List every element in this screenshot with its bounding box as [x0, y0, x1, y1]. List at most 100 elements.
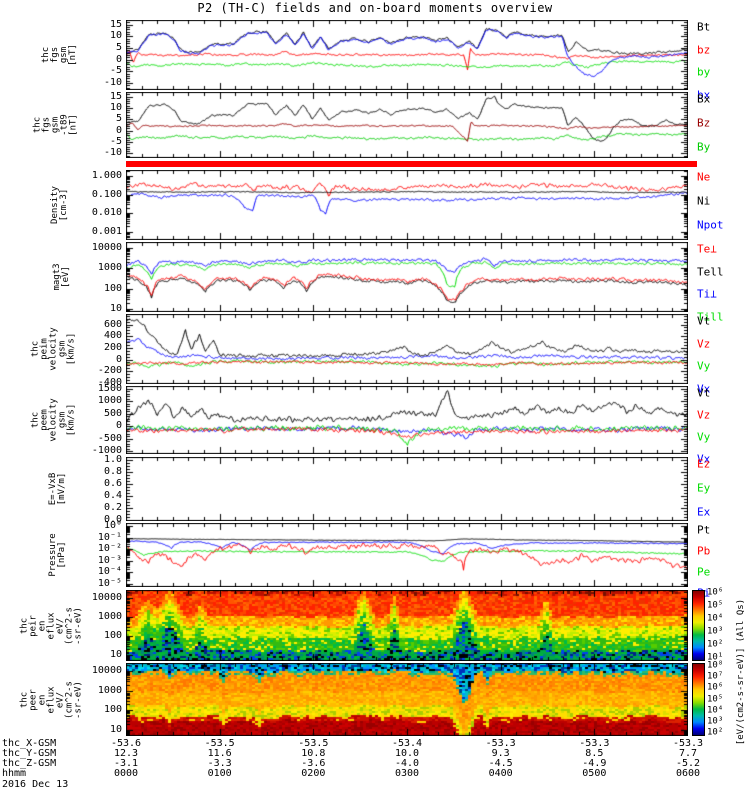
ytick-label: 0.100 [91, 188, 122, 200]
ytick-label: 5 [115, 113, 122, 125]
ytick-label: 5 [115, 42, 122, 53]
footer-value: 7.7 [678, 748, 698, 759]
ytick-label: 0 [115, 124, 122, 136]
ytick-label: 10000 [91, 591, 122, 603]
ytick-label: 10⁻² [97, 543, 122, 555]
panel-ylabel-density: Density [cm-3] [50, 186, 69, 224]
panel-density-canvas [126, 170, 688, 240]
colorbar-0 [692, 590, 705, 661]
panel-ylabel-peir-spectrogram: thc peir en eflux eV/(cm^2-s -sr-eV) [19, 606, 84, 645]
ytick-label: -200 [97, 365, 122, 377]
colorbar-tick: 10⁷ [707, 671, 724, 682]
legend-Till: Till [697, 310, 724, 323]
panel-ylabel-e-field: E=-VxB [mV/m] [48, 472, 67, 506]
colorbar-tick: 10⁴ [707, 705, 724, 716]
panel-fgs-gsm-canvas [126, 20, 688, 90]
ytick-label: 10000 [91, 664, 122, 676]
ytick-label: 500 [103, 407, 122, 419]
legend-Bt: Bt [697, 20, 711, 34]
ytick-label: 10000 [91, 242, 122, 254]
legend-Te: Te⊥ [697, 242, 717, 256]
colorbar-tick: 10⁵ [707, 694, 724, 704]
ytick-label: 0.001 [91, 225, 122, 237]
ytick-label: 1.0 [103, 453, 122, 465]
ytick-label: 0 [115, 53, 122, 65]
panel-ylabel-fgs-gsm-t89: thc fgs gsm -t89 [nT] [32, 114, 79, 136]
panel-fgs-gsm-t89-canvas [126, 92, 688, 158]
footer-value: -53.3 [485, 738, 516, 749]
colorbar-tick: 10³ [707, 626, 724, 637]
footer-value: -4.9 [582, 758, 607, 769]
legend-Npot: Npot [697, 218, 724, 232]
page-title: P2 (TH-C) fields and on-board moments ov… [197, 1, 553, 15]
footer-value: -53.6 [110, 738, 142, 749]
ytick-label: -5 [109, 65, 122, 77]
footer-row-label-0: thc_X-GSM [2, 738, 57, 749]
legend-Vy: Vy [697, 359, 711, 373]
ytick-label: 15 [109, 90, 122, 102]
colorbar-tick: 10⁶ [707, 587, 724, 598]
panel-ylabel-peem-velocity: thc peem velocity gsm [km/s] [30, 398, 77, 442]
panel-peir-spectrogram-canvas [126, 590, 688, 661]
footer-value: 0600 [675, 768, 701, 779]
panel-e-field-canvas [126, 457, 688, 521]
legend-By: By [697, 140, 711, 154]
legend-Vx: Vx [697, 452, 711, 466]
legend-Bz: Bz [697, 116, 711, 130]
footer-value: -3.3 [207, 758, 232, 769]
footer-value: 0400 [488, 768, 513, 779]
ytick-label: -10 [103, 147, 122, 159]
legend-Ey: Ey [697, 481, 711, 495]
colorbar-tick: 10¹ [707, 652, 724, 663]
legend-Pe: Pe [697, 565, 711, 579]
colorbar-tick: 10⁶ [707, 682, 724, 693]
footer-value: 8.5 [585, 748, 604, 759]
legend-bx: bx [697, 88, 711, 101]
footer-value: 0100 [207, 768, 232, 779]
footer-value: 10.0 [394, 748, 420, 759]
legend-Ex: Ex [697, 505, 711, 519]
footer-value: 0000 [113, 768, 139, 779]
ytick-label: -1000 [91, 445, 122, 457]
panel-peer-spectrogram-canvas [126, 663, 688, 736]
ytick-label: 0.2 [103, 501, 122, 513]
ytick-label: 0.8 [103, 465, 122, 477]
legend-Vt: Vt [697, 386, 711, 400]
ytick-label: 100 [103, 704, 122, 716]
ytick-label: 10 [109, 649, 122, 661]
ytick-label: 1500 [97, 382, 122, 394]
ytick-label: -500 [97, 432, 122, 444]
ytick-label: 10 [109, 302, 122, 314]
footer-row-label-1: thc_Y-GSM [2, 748, 57, 759]
panel-ylabel-magt3: magt3 [eV] [52, 263, 71, 291]
ytick-label: 1000 [97, 684, 122, 696]
ytick-label: 400 [103, 330, 122, 342]
legend-Vx: Vx [697, 382, 711, 395]
ytick-label: 10 [109, 101, 122, 113]
ytick-label: 10⁻⁵ [97, 577, 122, 589]
ytick-label: -5 [109, 136, 122, 148]
legend-Ez: Ez [697, 457, 711, 471]
panel-magt3-canvas [126, 242, 688, 312]
ytick-label: 10⁻³ [97, 554, 122, 566]
colorbar-unit-label: [eV/(cm2-s-sr-eV)] (All Qs) [736, 598, 746, 746]
colorbar-tick: 10² [707, 727, 724, 738]
ytick-label: 200 [103, 341, 122, 353]
legend-Vy: Vy [697, 430, 711, 444]
legend-Ne: Ne [697, 170, 711, 184]
footer-value: 0500 [582, 768, 607, 779]
ytick-label: 10 [109, 30, 122, 42]
footer-value: 12.3 [113, 748, 139, 759]
footer-value: 10.8 [301, 748, 326, 759]
ytick-label: 0.0 [103, 513, 122, 525]
legend-Ti: Ti⊥ [697, 287, 717, 301]
ytick-label: 600 [103, 318, 122, 330]
legend-Bx: Bx [697, 92, 711, 106]
panel-pressure-canvas [126, 523, 688, 587]
legend-Pb: Pb [697, 544, 711, 558]
legend-Vt: Vt [697, 314, 711, 328]
ytick-label: 1.000 [91, 170, 122, 182]
footer-value: -5.2 [675, 758, 701, 769]
legend-Vz: Vz [697, 408, 711, 422]
